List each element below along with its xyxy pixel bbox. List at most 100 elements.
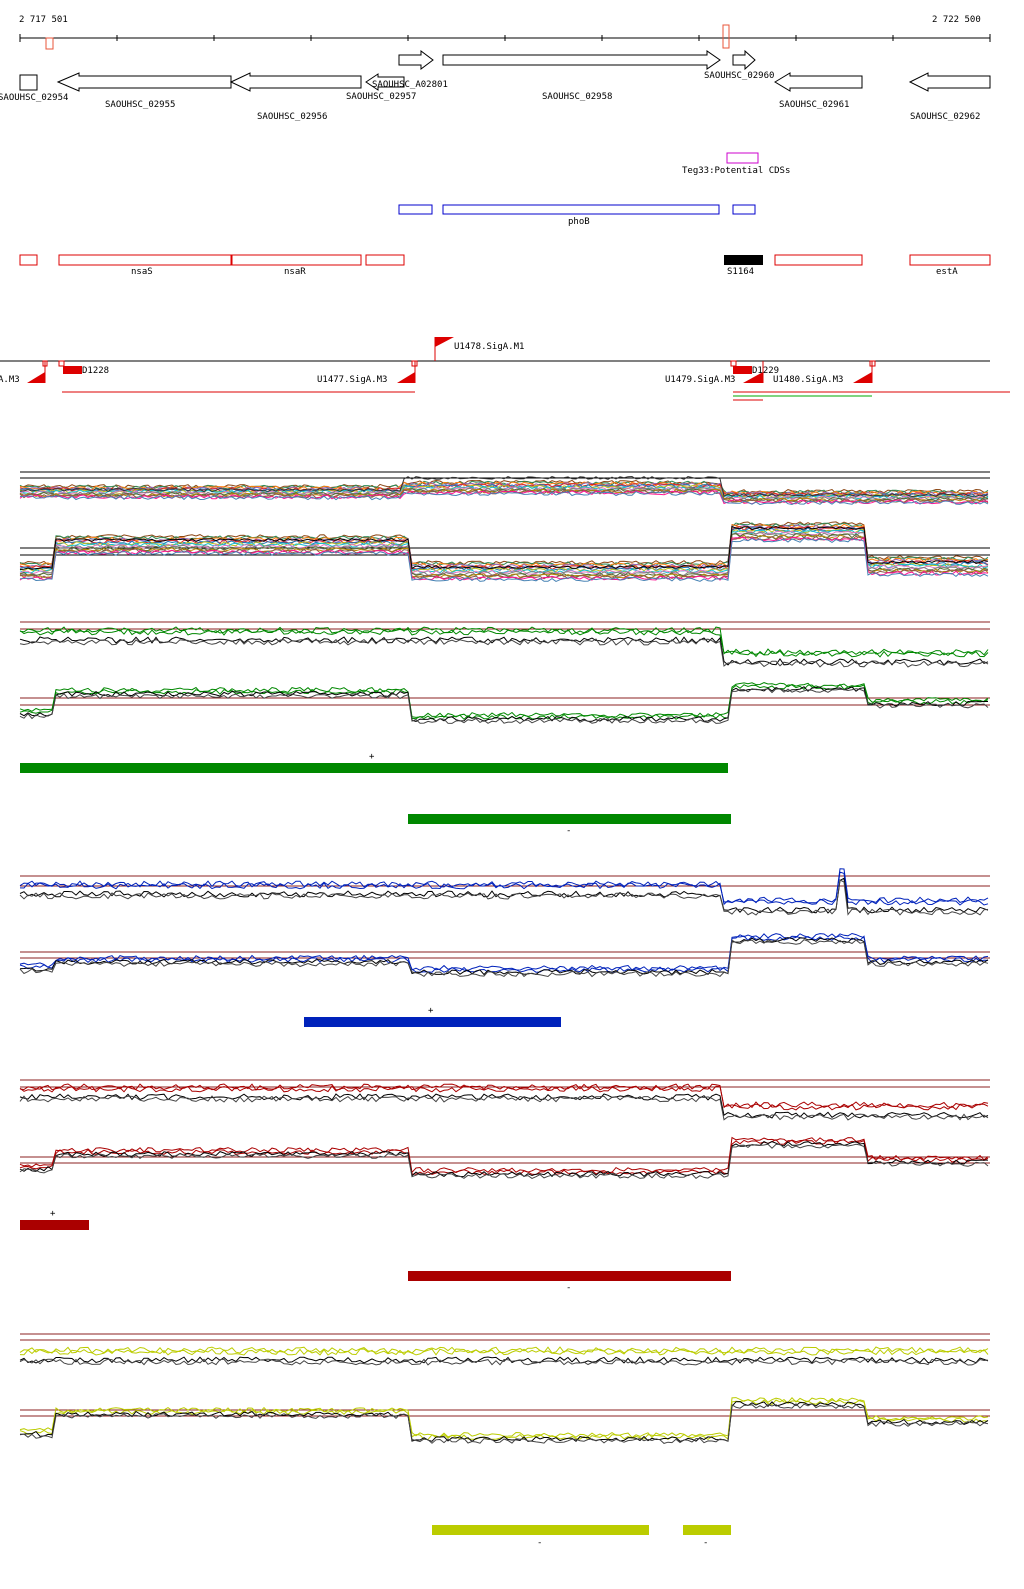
strand-segment[interactable] (683, 1525, 731, 1535)
operon-box[interactable] (398, 204, 433, 215)
forward-baseline-line (19, 1358, 989, 1366)
strand-segment[interactable] (20, 1220, 89, 1230)
strand-segment[interactable] (304, 1017, 561, 1027)
transcript-block[interactable] (733, 366, 752, 374)
operon-box[interactable] (442, 204, 720, 215)
gene-label: SAOUHSC_02955 (105, 100, 175, 110)
gene-arrow[interactable] (56, 72, 232, 92)
reverse-profile-line (19, 1138, 989, 1176)
transcript-label: D1228 (82, 366, 109, 376)
strand-segment[interactable] (20, 763, 728, 773)
feature-box-filled[interactable] (724, 255, 763, 265)
regulatory-feature-track (19, 254, 991, 266)
strand-sign: + (50, 1209, 56, 1219)
potential-cds-track: Teg33:Potential CDSs (682, 152, 790, 176)
promoter-label: A.M3 (0, 375, 20, 385)
gene-arrow[interactable] (442, 50, 721, 70)
condition-panel-red (19, 1079, 990, 1179)
feature-box[interactable] (774, 254, 863, 266)
feature-box[interactable] (909, 254, 991, 266)
promoter-labels: U1478.SigA.M1 A.M3 U1477.SigA.M3 U1479.S… (0, 342, 843, 385)
strand-segment[interactable] (408, 814, 731, 824)
gene-arrow[interactable] (19, 74, 38, 91)
gene-arrow[interactable] (229, 72, 362, 92)
feature-label: nsaS (131, 267, 153, 277)
gene-labels: SAOUHSC_02954 SAOUHSC_02955 SAOUHSC_0295… (0, 71, 980, 122)
reverse-profile-line (19, 935, 989, 973)
operon-label: phoB (568, 217, 590, 227)
forward-profile-line (19, 628, 989, 658)
strand-sign: - (703, 1538, 708, 1548)
forward-profile-line (19, 871, 989, 906)
promoter-track (0, 337, 1010, 401)
reverse-baseline-line (19, 1403, 989, 1444)
promoter-triangle[interactable] (743, 372, 763, 383)
feature-box[interactable] (58, 254, 232, 266)
gene-arrow[interactable] (398, 50, 434, 70)
ruler-marker[interactable] (45, 37, 54, 50)
forward-baseline-line (19, 1356, 989, 1364)
overview-profile-line (19, 537, 989, 582)
forward-baseline-line (19, 1095, 989, 1121)
feature-box[interactable] (365, 254, 405, 266)
overview-profile-line (19, 479, 989, 494)
promoter-triangle[interactable] (397, 372, 415, 383)
operon-box[interactable] (732, 204, 756, 215)
strand-sign: - (537, 1538, 542, 1548)
promoter-site[interactable] (730, 360, 737, 367)
transcript-label: D1229 (752, 366, 779, 376)
reverse-baseline-line (19, 1143, 989, 1179)
reverse-baseline-line (19, 939, 989, 978)
reverse-profile-line (19, 932, 989, 972)
forward-profile-line (19, 1348, 989, 1356)
strand-sign: - (566, 826, 571, 836)
gene-arrow[interactable] (908, 72, 991, 92)
gene-label: SAOUHSC_02961 (779, 100, 849, 110)
overview-profile-line (19, 491, 989, 506)
promoter-label: U1480.SigA.M3 (773, 375, 843, 385)
coord-start-label: 2 717 501 (19, 15, 68, 25)
potential-cds-label: Teg33:Potential CDSs (682, 166, 790, 176)
feature-box[interactable] (19, 254, 38, 266)
coord-end-label: 2 722 500 (932, 15, 981, 25)
feature-label: nsaR (284, 267, 306, 277)
forward-baseline-line (19, 879, 989, 916)
expression-profile-overview (19, 471, 990, 582)
feature-box[interactable] (231, 254, 362, 266)
forward-baseline-line (19, 638, 989, 668)
gene-arrow[interactable] (732, 49, 756, 71)
overview-profile-line (19, 484, 988, 499)
gene-arrow[interactable] (365, 73, 405, 91)
gene-arrow[interactable] (774, 72, 863, 92)
promoter-site[interactable] (58, 360, 65, 367)
forward-baseline-line (19, 877, 989, 914)
overview-profile-line (19, 483, 989, 498)
potential-cds-box[interactable] (726, 152, 759, 164)
strand-segments (20, 763, 731, 1535)
gene-label: SAOUHSC_A02801 (372, 80, 448, 90)
ruler-marker[interactable] (722, 24, 730, 49)
reverse-baseline-line (19, 686, 988, 723)
reverse-profile-line (19, 682, 989, 719)
forward-profile-line (19, 626, 989, 656)
condition-panel-yellow (19, 1333, 990, 1444)
promoter-triangle[interactable] (27, 372, 45, 383)
reverse-profile-line (19, 1136, 989, 1174)
strand-segment[interactable] (432, 1525, 649, 1535)
transcript-block[interactable] (63, 366, 82, 374)
reverse-baseline-line (19, 688, 989, 725)
condition-panels (19, 621, 990, 1444)
promoter-flag[interactable] (435, 337, 454, 347)
gene-label: SAOUHSC_02957 (346, 92, 416, 102)
promoter-triangle[interactable] (853, 372, 872, 383)
strand-segment[interactable] (408, 1271, 731, 1281)
forward-profile-line (19, 1085, 989, 1111)
gene-label: SAOUHSC_02954 (0, 93, 68, 103)
promoter-label: U1477.SigA.M3 (317, 375, 387, 385)
promoter-label: U1478.SigA.M1 (454, 342, 524, 352)
reverse-profile-line (19, 1397, 989, 1439)
forward-baseline-line (19, 1093, 989, 1119)
feature-label: S1164 (727, 267, 754, 277)
